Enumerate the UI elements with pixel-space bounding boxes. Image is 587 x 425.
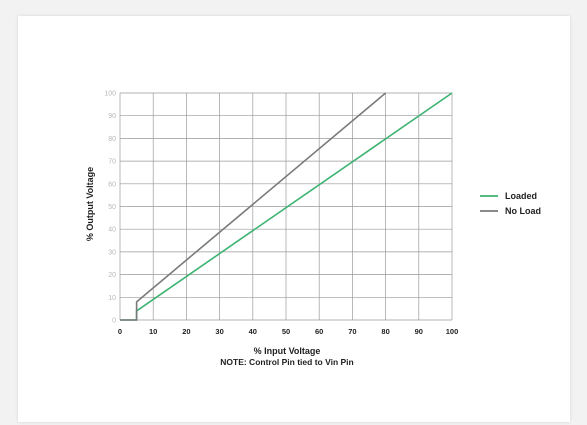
series-lines xyxy=(120,92,453,321)
x-tick-label: 30 xyxy=(215,327,223,336)
chart-card: 0 10 20 30 40 50 60 70 80 90 100 0 10 20 30 40 50 60 70 80… xyxy=(18,16,570,422)
legend-label-loaded: Loaded xyxy=(505,191,537,201)
x-tick-label: 40 xyxy=(249,327,257,336)
x-tick-label: 50 xyxy=(282,327,290,336)
y-tick-label: 100 xyxy=(104,91,116,98)
x-tick-label: 20 xyxy=(182,327,190,336)
x-tick-label: 0 xyxy=(118,327,122,336)
x-tick-label: 90 xyxy=(415,327,423,336)
y-tick-label: 80 xyxy=(108,136,116,143)
line-chart: 0 10 20 30 40 50 60 70 80 90 100 0 10 20 30 40 50 60 70 80… xyxy=(85,91,541,368)
y-tick-label: 10 xyxy=(108,295,116,302)
series-line-no-load xyxy=(120,92,387,321)
legend: Loaded No Load xyxy=(480,191,541,216)
y-tick-label: 40 xyxy=(108,227,116,234)
legend-label-no-load: No Load xyxy=(505,206,541,216)
grid xyxy=(119,92,453,321)
y-tick-label: 90 xyxy=(108,113,116,120)
y-tick-label: 60 xyxy=(108,181,116,188)
y-tick-labels: 0 10 20 30 40 50 60 70 80 90 100 xyxy=(104,91,116,325)
x-tick-label: 10 xyxy=(149,327,157,336)
y-axis-label: % Output Voltage xyxy=(85,167,95,241)
y-tick-label: 20 xyxy=(108,272,116,279)
x-tick-labels: 0 10 20 30 40 50 60 70 80 90 100 xyxy=(118,327,458,336)
chart-note: NOTE: Control Pin tied to Vin Pin xyxy=(220,357,353,367)
x-tick-label: 100 xyxy=(446,327,459,336)
y-tick-label: 30 xyxy=(108,249,116,256)
x-tick-label: 70 xyxy=(348,327,356,336)
x-tick-label: 60 xyxy=(315,327,323,336)
y-tick-label: 70 xyxy=(108,159,116,166)
x-axis-label: % Input Voltage xyxy=(254,346,321,356)
y-tick-label: 50 xyxy=(108,204,116,211)
x-tick-label: 80 xyxy=(381,327,389,336)
y-tick-label: 0 xyxy=(112,318,116,325)
